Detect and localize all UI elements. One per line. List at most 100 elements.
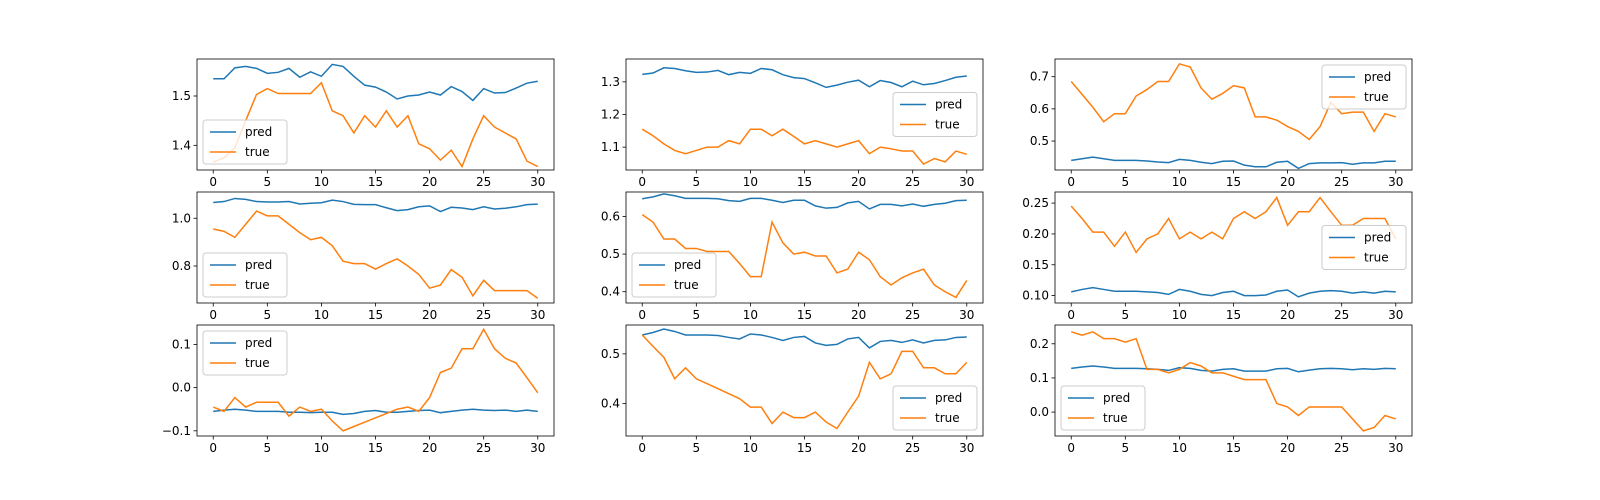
x-tick-label: 10 (743, 308, 758, 322)
legend-label-pred: pred (674, 258, 701, 272)
y-tick-label: 0.4 (601, 285, 620, 299)
x-tick-label: 25 (476, 308, 491, 322)
legend-label-true: true (935, 118, 960, 132)
legend-box (892, 385, 978, 431)
legend-label-pred: pred (935, 98, 962, 112)
legend: pred true (202, 252, 288, 298)
x-tick-label: 0 (1067, 175, 1075, 189)
x-tick-label: 15 (797, 441, 812, 455)
x-tick-label: 30 (530, 441, 545, 455)
x-tick-label: 20 (1280, 441, 1295, 455)
x-tick-label: 25 (1334, 175, 1349, 189)
y-tick-label: 0.6 (1030, 102, 1049, 116)
y-tick-label: 0.25 (1022, 196, 1049, 210)
series-line-pred (1071, 286, 1396, 298)
legend: pred true (892, 385, 978, 431)
x-tick-label: 0 (209, 175, 217, 189)
y-tick-label: −0.1 (162, 424, 191, 438)
x-tick-label: 10 (743, 175, 758, 189)
x-tick-label: 5 (1121, 441, 1129, 455)
x-tick-label: 5 (692, 441, 700, 455)
series-line-true (641, 128, 967, 166)
legend-label-pred: pred (245, 125, 272, 139)
subplot-3: 0 5 10 15 20 25 30 0.5 0.6 0.7 pred true (1030, 58, 1413, 189)
x-tick-label: 20 (1280, 308, 1295, 322)
legend-label-pred: pred (245, 336, 272, 350)
x-tick-label: 30 (1388, 308, 1403, 322)
y-tick-label: 0.6 (601, 209, 620, 223)
x-tick-label: 20 (422, 441, 437, 455)
x-tick-label: 20 (851, 308, 866, 322)
subplot-2: 0 5 10 15 20 25 30 1.1 1.2 1.3 pred true (601, 58, 984, 189)
x-tick-label: 0 (638, 175, 646, 189)
legend: pred true (892, 92, 978, 137)
legend-label-true: true (245, 145, 270, 159)
x-tick-label: 10 (1172, 175, 1187, 189)
x-tick-label: 20 (851, 175, 866, 189)
x-tick-label: 25 (476, 175, 491, 189)
x-tick-label: 25 (476, 441, 491, 455)
legend-label-pred: pred (1364, 70, 1391, 84)
x-tick-label: 5 (263, 308, 271, 322)
series-line-true (641, 213, 968, 299)
x-tick-label: 10 (743, 441, 758, 455)
legend-label-true: true (245, 278, 270, 292)
x-tick-label: 0 (209, 441, 217, 455)
legend-label-pred: pred (245, 258, 272, 272)
y-tick-label: 1.5 (172, 89, 191, 103)
y-tick-label: 1.1 (601, 140, 620, 154)
legend: pred true (631, 252, 717, 298)
subplot-8: 0 5 10 15 20 25 30 0.4 0.5 pred true (601, 324, 984, 455)
x-tick-label: 10 (1172, 441, 1187, 455)
x-tick-label: 15 (797, 175, 812, 189)
series-line-pred (642, 193, 967, 210)
y-tick-label: 0.5 (1030, 134, 1049, 148)
legend-box (202, 252, 288, 298)
legend-label-true: true (674, 278, 699, 292)
x-tick-label: 20 (1280, 175, 1295, 189)
y-tick-label: 1.4 (172, 138, 191, 152)
x-tick-label: 10 (1172, 308, 1187, 322)
legend-label-true: true (1103, 411, 1128, 425)
legend-box (1321, 64, 1407, 110)
series-line-true (213, 210, 539, 299)
legend-label-true: true (245, 356, 270, 370)
x-tick-label: 30 (530, 308, 545, 322)
series-line-true (212, 327, 539, 432)
y-tick-label: 0.5 (601, 347, 620, 361)
legend-label-true: true (1364, 251, 1389, 265)
x-tick-label: 30 (959, 308, 974, 322)
x-tick-label: 30 (530, 175, 545, 189)
x-tick-label: 10 (314, 441, 329, 455)
x-tick-label: 25 (905, 441, 920, 455)
series-line-true (1070, 62, 1396, 141)
legend-label-pred: pred (1103, 391, 1130, 405)
y-tick-label: 1.0 (172, 211, 191, 225)
legend: pred true (1321, 64, 1407, 110)
legend: pred true (202, 119, 288, 165)
legend: pred true (1321, 225, 1407, 270)
x-tick-label: 30 (1388, 175, 1403, 189)
x-tick-label: 5 (263, 441, 271, 455)
legend-label-true: true (935, 411, 960, 425)
x-tick-label: 15 (797, 308, 812, 322)
x-tick-label: 30 (959, 441, 974, 455)
y-tick-label: 0.15 (1022, 258, 1049, 272)
x-tick-label: 5 (263, 175, 271, 189)
subplot-7: 0 5 10 15 20 25 30 −0.1 0.0 0.1 pred true (162, 324, 555, 455)
series-line-pred (213, 63, 538, 102)
legend-box (631, 252, 717, 298)
y-tick-label: 0.4 (601, 397, 620, 411)
subplot-6: 0 5 10 15 20 25 30 0.10 0.15 0.20 0.25 pred true (1022, 191, 1413, 322)
x-tick-label: 20 (422, 175, 437, 189)
y-tick-label: 0.1 (1030, 371, 1049, 385)
x-tick-label: 25 (905, 308, 920, 322)
x-tick-label: 15 (368, 308, 383, 322)
x-tick-label: 5 (1121, 175, 1129, 189)
x-tick-label: 25 (1334, 441, 1349, 455)
y-tick-label: 0.0 (172, 381, 191, 395)
series-line-pred (213, 197, 538, 213)
x-tick-label: 10 (314, 175, 329, 189)
series-line-pred (642, 328, 967, 349)
